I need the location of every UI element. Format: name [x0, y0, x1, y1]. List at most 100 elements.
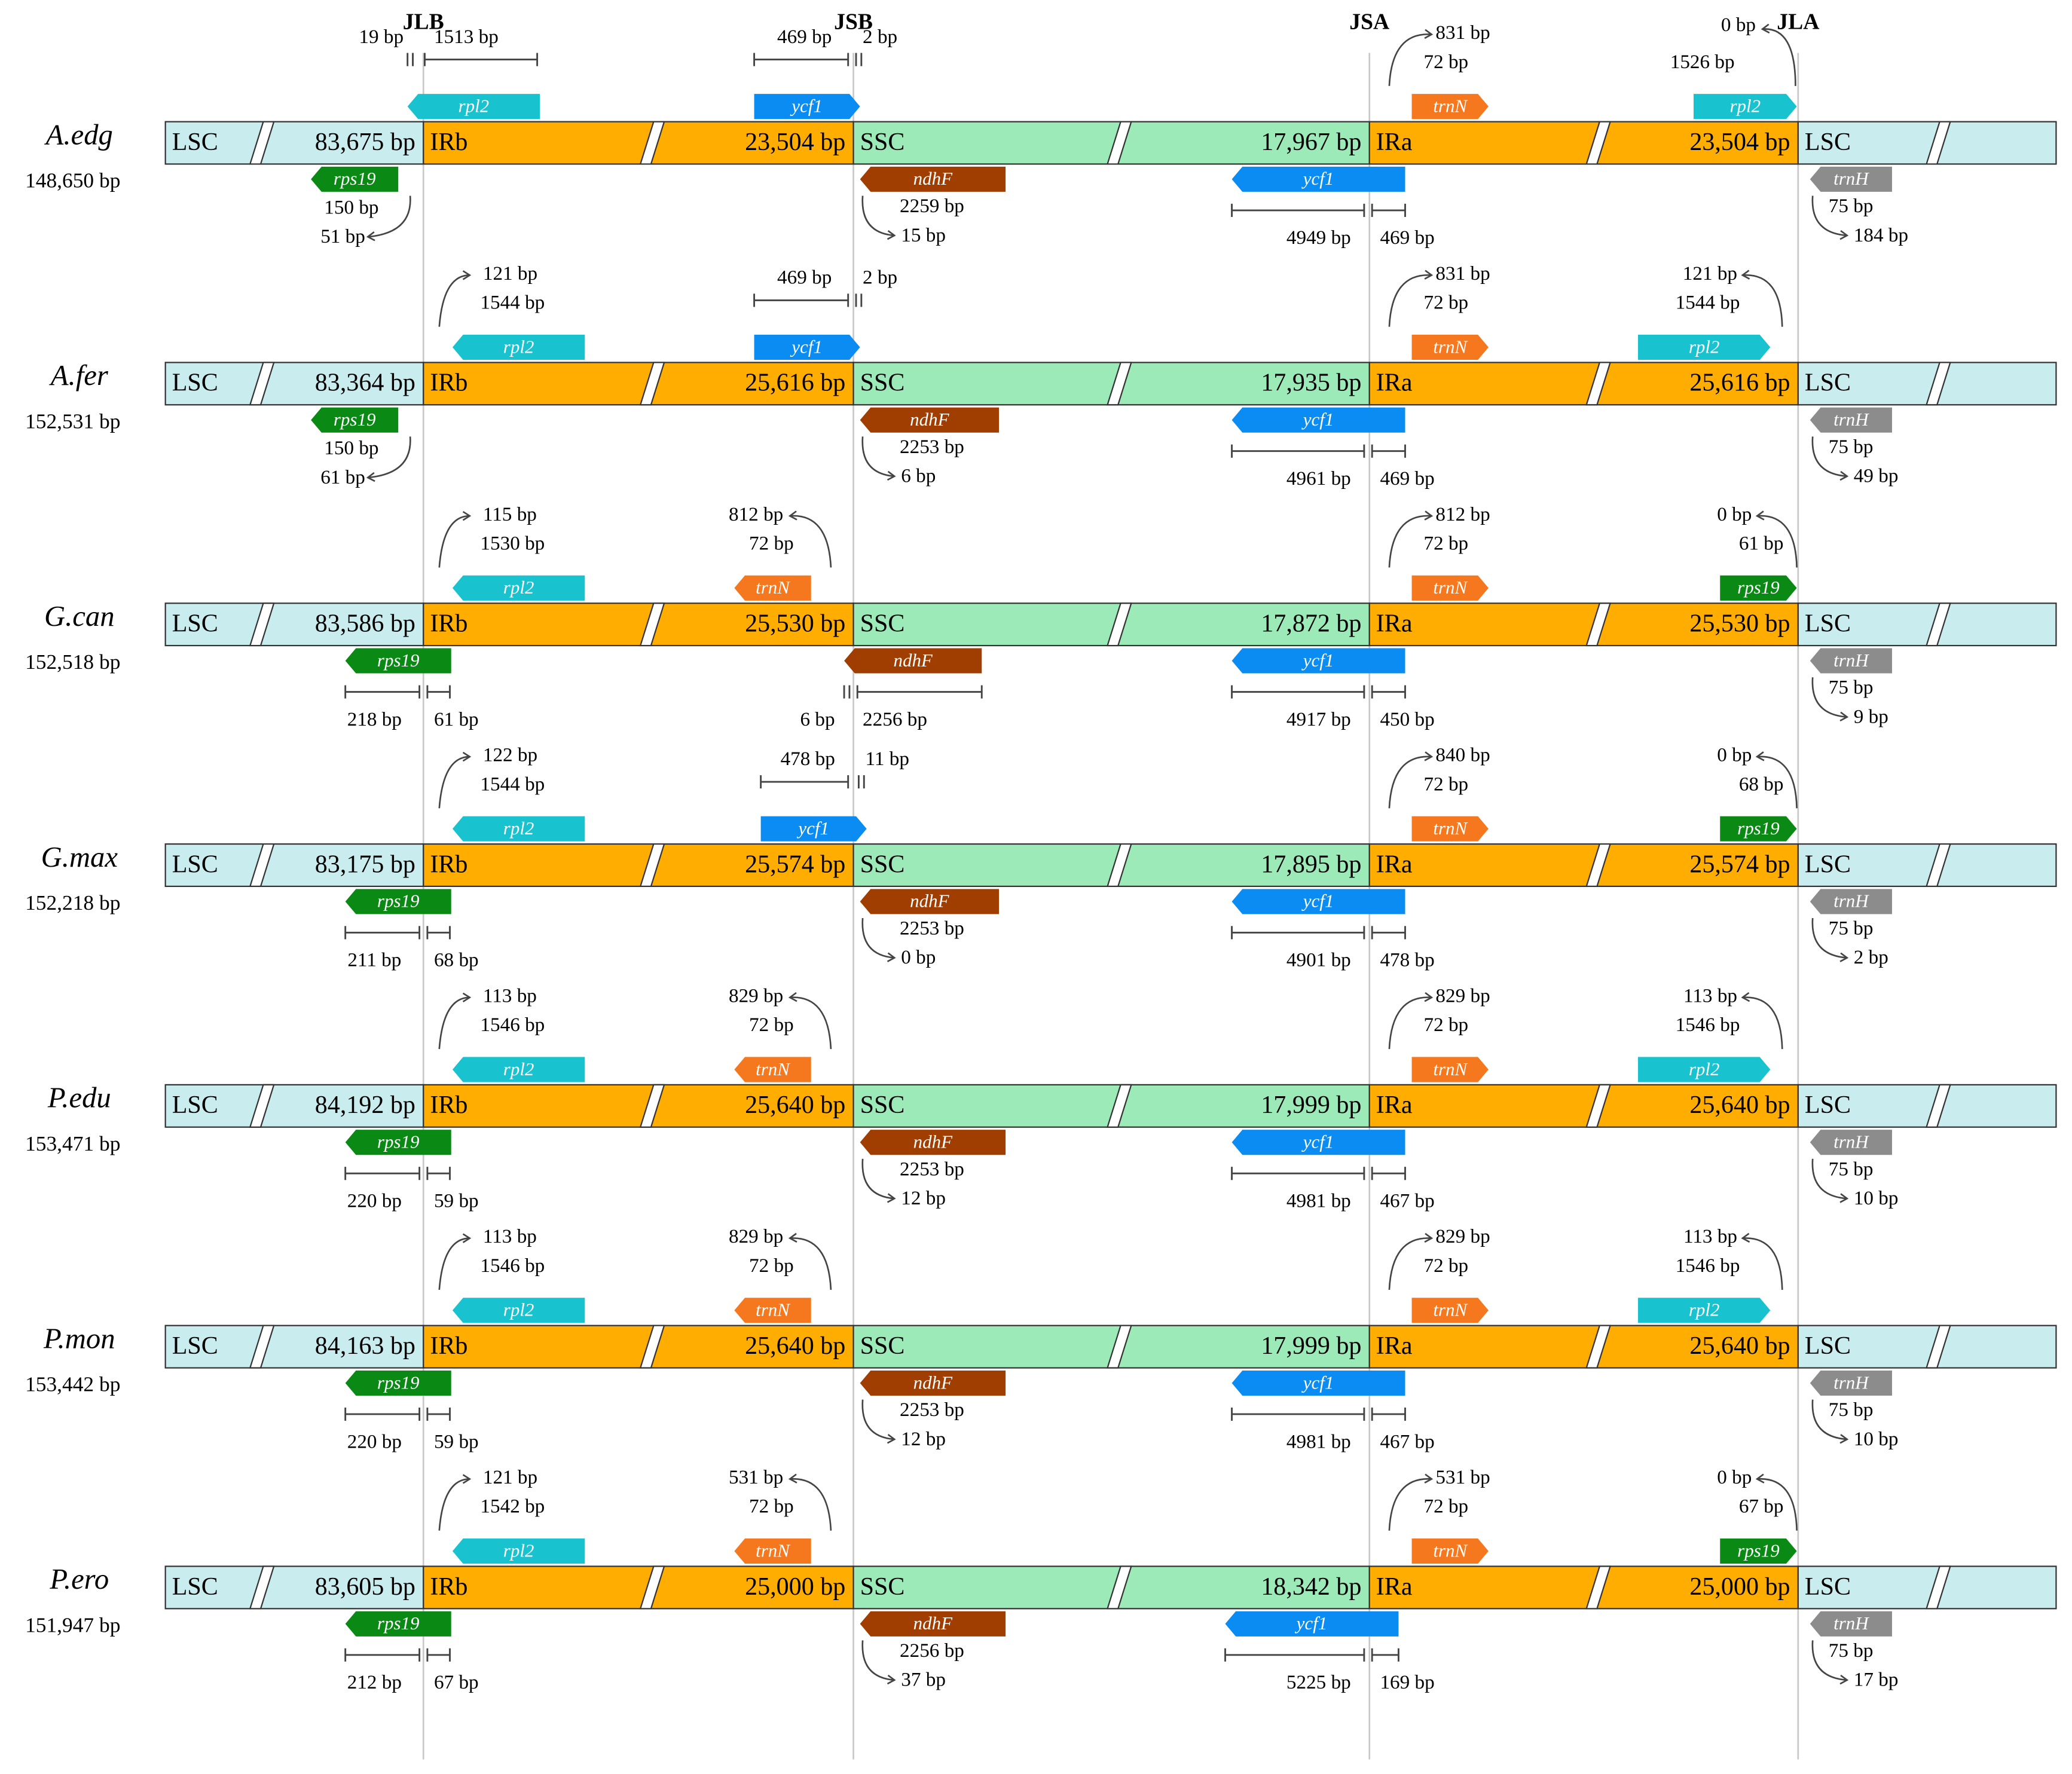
gene-rpl2-right-label: rpl2	[1689, 1299, 1720, 1320]
arc-jlb	[438, 996, 470, 1050]
gene-rpl2-right	[1638, 1298, 1771, 1323]
irb-label: IRb	[430, 1573, 467, 1601]
arc-jla-bot	[1811, 195, 1847, 237]
gene-rps19-label: rps19	[377, 1372, 420, 1393]
gene-rpl2-label: rpl2	[503, 818, 534, 839]
lsc-label-right: LSC	[1805, 129, 1851, 156]
gene-rps19-label: rps19	[334, 409, 376, 430]
arc-jlb	[438, 1478, 470, 1531]
gene-trnH	[1810, 407, 1892, 433]
arc-jlb-head	[462, 270, 472, 280]
lsc-label-right: LSC	[1805, 610, 1851, 638]
species-row: P.edu 153,471 bp LSC 84,192 bp IRb 25,640 bp S…	[25, 984, 2057, 1212]
arc-jsa-head	[1424, 510, 1434, 521]
gene-trnN-right	[1411, 94, 1489, 120]
species-name: P.mon	[43, 1322, 115, 1354]
arc-jla-bot-head	[1839, 1193, 1849, 1203]
gene-rpl2-label: rpl2	[503, 1540, 534, 1561]
gene-ycf1-bottom-label: ycf1	[1301, 168, 1334, 189]
arc-jla-bot-head	[1839, 470, 1849, 481]
jlb-b-value: 1530 bp	[480, 532, 545, 554]
gene-trnH-label: trnH	[1833, 891, 1869, 912]
gene-ycf1-top-label: ycf1	[790, 95, 823, 116]
lsc-region-right	[1797, 602, 2057, 647]
jsa-bot-a: 4961 bp	[1286, 467, 1351, 490]
jsb-bot-a: 2253 bp	[900, 436, 964, 458]
junction-label-jsa: JSA	[1349, 9, 1389, 34]
arc-jla	[1742, 274, 1783, 327]
lsc-length: 83,175 bp	[315, 851, 415, 878]
jlb-b-value: 1546 bp	[480, 1255, 545, 1277]
jla-bot-b: 2 bp	[1854, 946, 1888, 968]
arc-jsa-head	[1424, 751, 1434, 761]
arc-jla	[1757, 1478, 1798, 1531]
jlb-b-value: 1544 bp	[480, 773, 545, 795]
jlb-b-value: 1544 bp	[480, 292, 545, 314]
gene-rpl2-label: rpl2	[503, 336, 534, 357]
arc-jsa-head	[1424, 992, 1434, 1002]
gene-rpl2	[452, 1539, 585, 1564]
gene-ndhF-label: ndhF	[913, 168, 953, 189]
lsc-label: LSC	[172, 610, 218, 638]
arc-jsb-head	[788, 992, 797, 1002]
gene-trnN-left	[734, 1298, 811, 1323]
irb-region	[423, 121, 854, 165]
jsa-bot-a: 4949 bp	[1286, 227, 1351, 249]
gene-rpl2	[452, 1298, 585, 1323]
arc-jsb-bot	[861, 195, 895, 237]
gene-trnN-left-label: trnN	[756, 1059, 791, 1079]
arc-jsa	[1388, 1478, 1432, 1531]
gene-trnN-right-label: trnN	[1433, 336, 1468, 357]
gene-trnN-right	[1411, 816, 1489, 842]
arc-jla-bot-head	[1839, 1434, 1849, 1444]
arc-jsb-bot	[861, 1640, 895, 1681]
arc-jlb	[438, 515, 470, 568]
gene-rps19	[345, 1370, 451, 1396]
lsc-label: LSC	[172, 851, 218, 878]
arc-jsb	[790, 1478, 832, 1531]
jsb-a-value: 469 bp	[777, 26, 832, 48]
jsb-b-value: 2 bp	[863, 26, 897, 48]
arc-jla-bot	[1811, 917, 1847, 959]
jsa-a-value: 831 bp	[1435, 22, 1490, 44]
jlb-left-value: 19 bp	[359, 26, 404, 48]
break-mark	[1585, 1325, 1612, 1369]
gene-rps19-label: rps19	[377, 1613, 420, 1634]
break-mark	[1585, 362, 1612, 406]
ssc-label: SSC	[860, 1091, 905, 1119]
ssc-label: SSC	[860, 369, 905, 397]
irb-region	[423, 1084, 854, 1128]
junction-label-jlb: JLB	[403, 9, 444, 34]
jlb-bot-a: 220 bp	[347, 1430, 402, 1452]
gene-rps19-right-label: rps19	[1737, 818, 1780, 839]
gene-rps19-right	[1720, 816, 1797, 842]
gene-rps19-right-label: rps19	[1737, 577, 1780, 598]
jsb-a-value: 531 bp	[729, 1466, 783, 1488]
gene-rpl2-right	[1638, 334, 1771, 360]
gene-rpl2-right-label: rpl2	[1730, 95, 1761, 116]
lsc-label: LSC	[172, 1091, 218, 1119]
jla-a-value: 121 bp	[1683, 262, 1737, 285]
jsa-a-value: 831 bp	[1435, 262, 1490, 285]
species-name: G.max	[41, 841, 118, 873]
jla-bot-a: 75 bp	[1829, 1399, 1874, 1421]
gene-rps19-right	[1720, 1539, 1797, 1564]
ssc-length: 17,895 bp	[1261, 851, 1361, 878]
jlb-a-value: 115 bp	[483, 503, 537, 525]
jsb-a-value: 812 bp	[729, 503, 783, 525]
jsb-bot-a: 2253 bp	[900, 917, 964, 940]
jla-bot-a: 75 bp	[1829, 917, 1874, 940]
ira-length: 25,574 bp	[1689, 851, 1790, 878]
break-mark	[249, 1325, 275, 1369]
lsc-region	[164, 1565, 424, 1610]
jsb-b-value: 72 bp	[749, 1255, 794, 1277]
break-mark	[1926, 362, 1951, 406]
arc-jsb-bot	[861, 436, 895, 478]
jsb-bot-b: 37 bp	[901, 1669, 946, 1691]
break-mark	[1926, 1325, 1951, 1369]
jlb-bot-b: 59 bp	[434, 1430, 479, 1452]
break-mark	[1107, 602, 1132, 647]
break-mark	[1107, 1084, 1132, 1128]
ira-length: 25,530 bp	[1689, 610, 1790, 638]
